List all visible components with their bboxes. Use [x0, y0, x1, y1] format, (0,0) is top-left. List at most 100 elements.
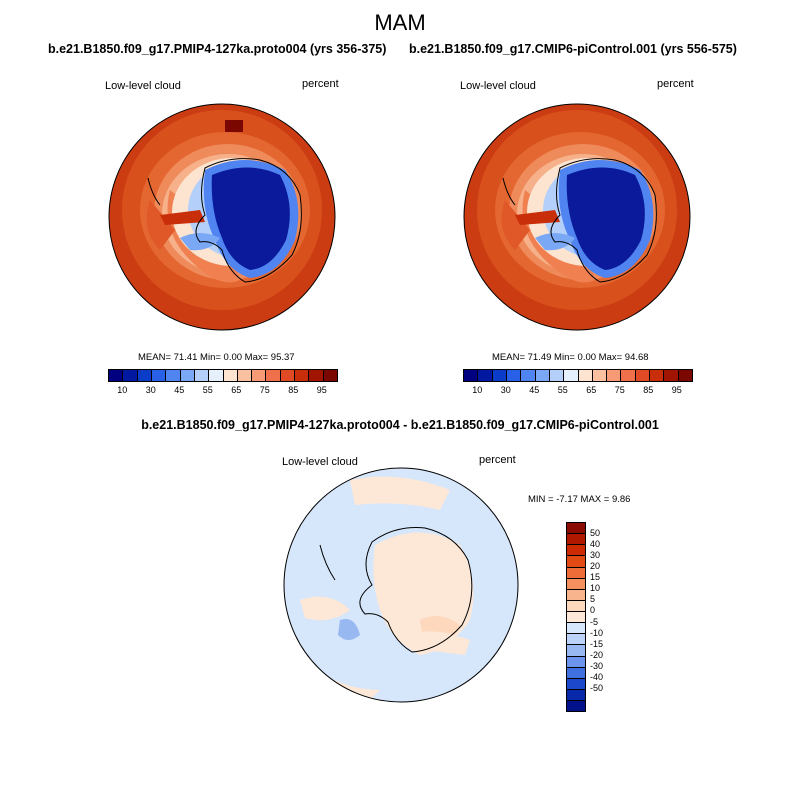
colorbar-swatch	[567, 533, 585, 545]
panel-2-variable-label: Low-level cloud	[460, 80, 536, 92]
colorbar-tick-label: 85	[643, 385, 654, 395]
colorbar-swatch	[464, 370, 478, 381]
colorbar-tick-label: -10	[590, 627, 604, 638]
colorbar-swatch	[577, 370, 592, 381]
colorbar-tick-label: 95	[316, 385, 327, 395]
colorbar-swatch	[193, 370, 209, 381]
colorbar-tick-label: -30	[590, 660, 604, 671]
colorbar-swatch	[548, 370, 564, 381]
colorbar-swatch	[567, 622, 585, 634]
panel-1-units-label: percent	[302, 78, 339, 90]
colorbar-swatch	[208, 370, 223, 381]
difference-title: b.e21.B1850.f09_g17.PMIP4-127ka.proto004…	[141, 418, 659, 432]
panel-2-colorbar	[463, 369, 693, 382]
difference-colorbar-ticks: 50 40 30 20 15 10 5 0 -5 -10 -15 -20 -30 -40 -50	[590, 522, 620, 710]
colorbar-swatch	[236, 370, 252, 381]
colorbar-swatch	[520, 370, 535, 381]
colorbar-tick-label: 45	[529, 385, 540, 395]
panel-2-map	[464, 104, 690, 330]
colorbar-tick-label: -15	[590, 638, 604, 649]
colorbar-tick-label: 0	[590, 605, 596, 616]
colorbar-tick-label: 15	[590, 572, 601, 583]
colorbar-swatch	[477, 370, 492, 381]
colorbar-swatch	[505, 370, 521, 381]
colorbar-swatch	[308, 370, 323, 381]
colorbar-tick-label: 50	[590, 528, 601, 539]
panel-2-units-label: percent	[657, 78, 694, 90]
colorbar-swatch	[563, 370, 578, 381]
colorbar-tick-label: 20	[590, 561, 601, 572]
colorbar-tick-label: 45	[174, 385, 185, 395]
panel-1-colorbar-ticks: 10 30 45 55 65 75 85 95	[108, 385, 336, 397]
colorbar-tick-label: -40	[590, 671, 604, 682]
difference-minmax: MIN = -7.17 MAX = 9.86	[528, 494, 631, 505]
colorbar-swatch	[620, 370, 635, 381]
colorbar-swatch	[634, 370, 650, 381]
colorbar-swatch	[534, 370, 549, 381]
difference-variable-label: Low-level cloud	[282, 456, 358, 468]
colorbar-tick-label: 30	[590, 550, 601, 561]
colorbar-tick-label: 65	[231, 385, 242, 395]
panel-1-colorbar	[108, 369, 338, 382]
colorbar-swatch	[251, 370, 266, 381]
colorbar-swatch	[491, 370, 506, 381]
colorbar-swatch	[567, 655, 585, 667]
colorbar-tick-label: 75	[259, 385, 270, 395]
colorbar-swatch	[567, 555, 585, 567]
colorbar-tick-label: -50	[590, 682, 604, 693]
colorbar-tick-label: 5	[590, 594, 596, 605]
colorbar-swatch	[663, 370, 678, 381]
panel-1-stats: MEAN= 71.41 Min= 0.00 Max= 95.37	[138, 352, 295, 363]
colorbar-tick-label: 30	[500, 385, 511, 395]
colorbar-tick-label: -20	[590, 649, 604, 660]
colorbar-swatch	[591, 370, 607, 381]
colorbar-tick-label: 95	[671, 385, 682, 395]
season-title: MAM	[374, 10, 426, 35]
colorbar-tick-label: 30	[145, 385, 156, 395]
colorbar-swatch	[567, 688, 585, 700]
colorbar-swatch	[567, 577, 585, 589]
colorbar-swatch	[136, 370, 151, 381]
panel-2-case-title: b.e21.B1850.f09_g17.CMIP6-piControl.001 …	[409, 42, 737, 56]
colorbar-tick-label: 40	[590, 539, 601, 550]
colorbar-swatch	[567, 523, 585, 534]
colorbar-swatch	[567, 588, 585, 600]
colorbar-tick-label: 75	[614, 385, 625, 395]
panel-1-map	[109, 104, 335, 330]
colorbar-tick-label: 10	[472, 385, 483, 395]
colorbar-tick-label: 10	[590, 583, 601, 594]
colorbar-tick-label: 10	[117, 385, 128, 395]
colorbar-swatch	[222, 370, 237, 381]
colorbar-swatch	[165, 370, 180, 381]
colorbar-swatch	[294, 370, 309, 381]
colorbar-tick-label: 55	[202, 385, 213, 395]
panel-2-stats: MEAN= 71.49 Min= 0.00 Max= 94.68	[492, 352, 649, 363]
colorbar-swatch	[649, 370, 664, 381]
colorbar-swatch	[567, 644, 585, 656]
panel-2-colorbar-ticks: 10 30 45 55 65 75 85 95	[463, 385, 691, 397]
colorbar-swatch	[567, 611, 585, 623]
colorbar-tick-label: 65	[586, 385, 597, 395]
colorbar-swatch	[109, 370, 123, 381]
colorbar-swatch	[179, 370, 194, 381]
colorbar-swatch	[150, 370, 166, 381]
colorbar-tick-label: 85	[288, 385, 299, 395]
colorbar-swatch	[567, 633, 585, 645]
colorbar-swatch	[265, 370, 280, 381]
colorbar-tick-label: 55	[557, 385, 568, 395]
colorbar-swatch	[567, 566, 585, 578]
colorbar-swatch	[279, 370, 295, 381]
colorbar-swatch	[567, 677, 585, 689]
difference-map	[284, 468, 518, 702]
colorbar-swatch	[567, 599, 585, 611]
panel-1-variable-label: Low-level cloud	[105, 80, 181, 92]
panel-1-case-title: b.e21.B1850.f09_g17.PMIP4-127ka.proto004…	[48, 42, 387, 56]
colorbar-swatch	[567, 700, 585, 712]
colorbar-swatch	[322, 370, 337, 381]
colorbar-swatch	[677, 370, 692, 381]
colorbar-swatch	[567, 544, 585, 556]
colorbar-swatch	[606, 370, 621, 381]
colorbar-tick-label: -5	[590, 616, 599, 627]
colorbar-swatch	[567, 666, 585, 678]
